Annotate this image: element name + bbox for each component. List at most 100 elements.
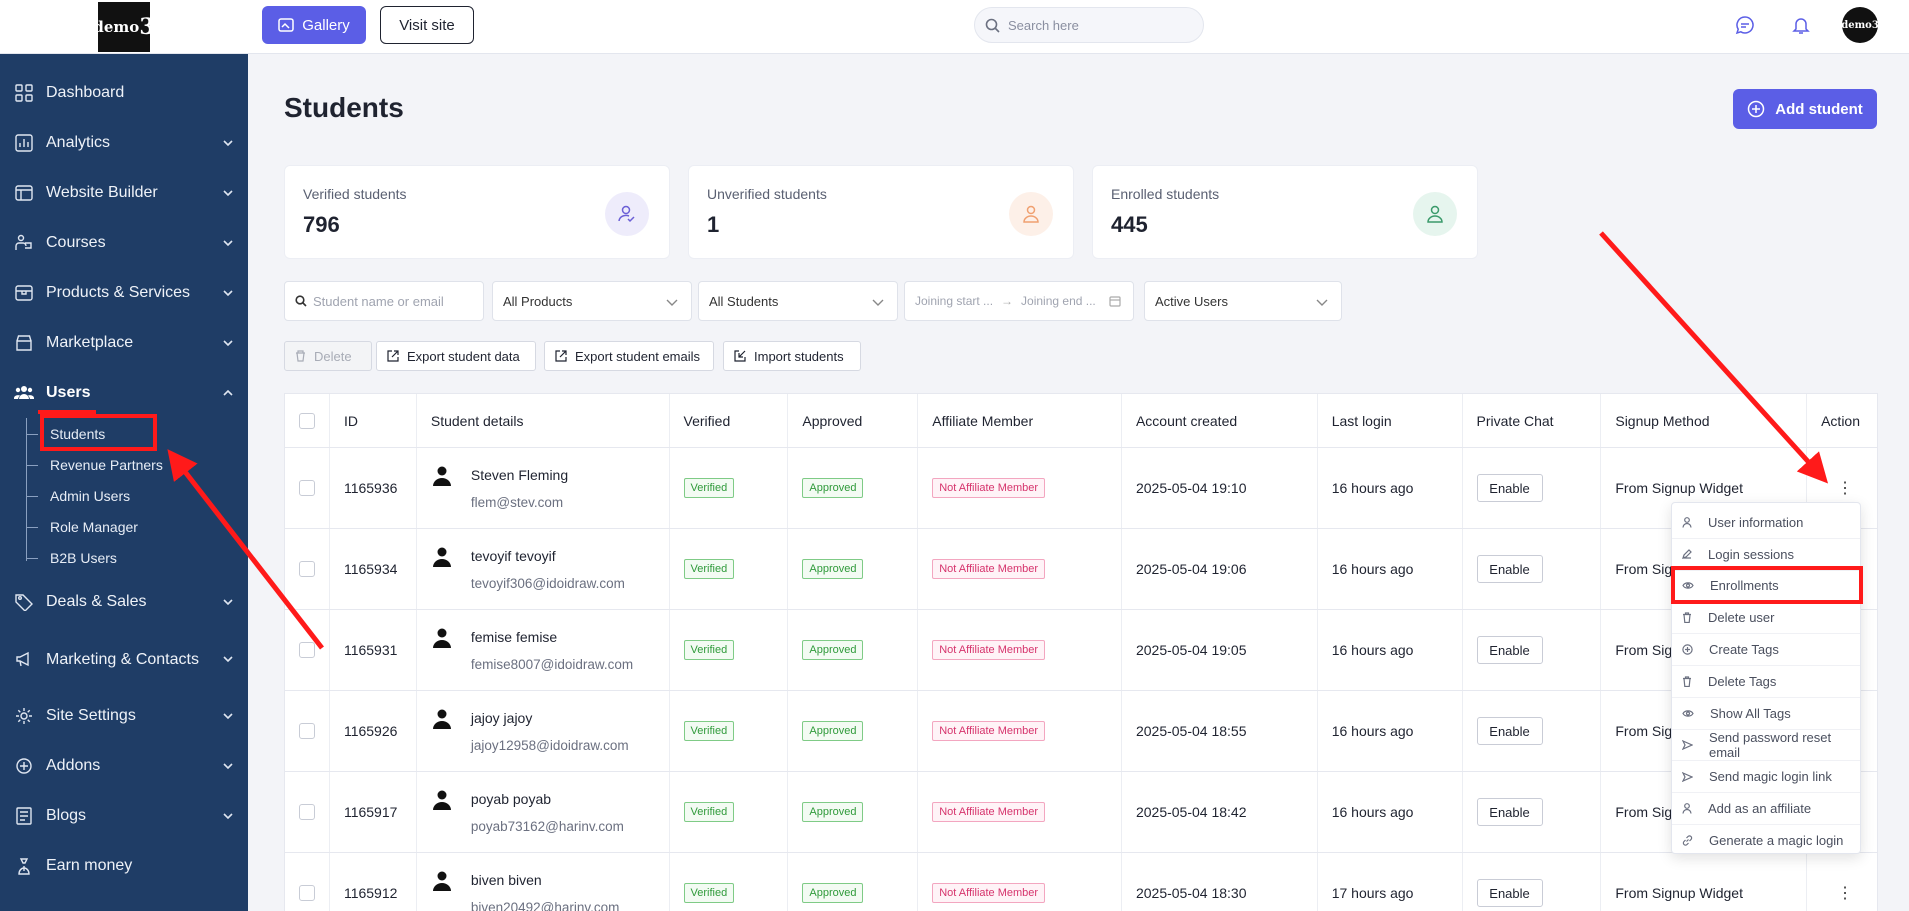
sidebar-subitem-revenue-partners[interactable]: Revenue Partners xyxy=(26,449,248,480)
menu-item-label: Generate a magic login xyxy=(1709,833,1844,849)
enable-chat-button[interactable]: Enable xyxy=(1476,717,1543,745)
enable-chat-button[interactable]: Enable xyxy=(1476,879,1543,907)
menu-item-generate-a-magic-login[interactable]: Generate a magic login xyxy=(1672,825,1860,857)
affiliate-badge: Not Affiliate Member xyxy=(932,478,1046,498)
sidebar-item-courses[interactable]: Courses xyxy=(0,218,248,268)
sidebar-item-marketing-contacts[interactable]: Marketing & Contacts xyxy=(0,627,248,691)
menu-item-send-password-reset-email[interactable]: Send password reset email xyxy=(1672,730,1860,762)
sidebar-item-analytics[interactable]: Analytics xyxy=(0,118,248,168)
menu-item-delete-tags[interactable]: Delete Tags xyxy=(1672,666,1860,698)
sidebar-item-site-settings[interactable]: Site Settings xyxy=(0,691,248,741)
student-name[interactable]: poyab poyab xyxy=(470,790,552,807)
enable-chat-button[interactable]: Enable xyxy=(1476,798,1543,826)
avatar[interactable]: demo 3 xyxy=(1841,7,1879,43)
menu-item-user-information[interactable]: User information xyxy=(1672,507,1860,539)
row-checkbox[interactable] xyxy=(299,480,315,496)
menu-item-add-as-an-affiliate[interactable]: Add as an affiliate xyxy=(1672,793,1860,825)
sidebar-item-deals-sales[interactable]: Deals & Sales xyxy=(0,577,248,627)
visit-site-button[interactable]: Visit site xyxy=(380,6,474,44)
sidebar-subitem-students[interactable]: Students xyxy=(26,418,248,449)
sidebar-item-marketplace[interactable]: Marketplace xyxy=(0,318,248,368)
table-row: 1165931 femise femise femise8007@idoidraw.… xyxy=(285,610,1877,691)
joining-end-input[interactable]: Joining end ... xyxy=(1021,294,1096,308)
enable-chat-button[interactable]: Enable xyxy=(1476,555,1543,583)
joining-start-input[interactable]: Joining start ... xyxy=(915,294,994,308)
students-select[interactable]: All Students xyxy=(698,281,898,321)
header-id[interactable]: ID xyxy=(330,394,417,447)
joining-date-range[interactable]: Joining start ... → Joining end ... xyxy=(904,281,1134,321)
select-all-checkbox[interactable] xyxy=(299,412,315,429)
kebab-menu-icon[interactable]: ⋮ xyxy=(1837,885,1854,902)
search-input[interactable]: Search here xyxy=(974,7,1204,43)
sidebar-item-label: Blogs xyxy=(46,807,87,824)
chat-icon[interactable] xyxy=(1732,12,1758,38)
verified-badge: Verified xyxy=(683,802,735,822)
student-search-input[interactable]: Student name or email xyxy=(284,281,484,321)
menu-item-create-tags[interactable]: Create Tags xyxy=(1672,634,1860,666)
menu-item-login-sessions[interactable]: Login sessions xyxy=(1672,539,1860,571)
header-last-login[interactable]: Last login xyxy=(1318,394,1463,447)
student-details: femise femise femise8007@idoidraw.com xyxy=(417,610,670,690)
header-signup-method[interactable]: Signup Method xyxy=(1601,394,1808,447)
sidebar-item-website-builder[interactable]: Website Builder xyxy=(0,168,248,218)
header-verified[interactable]: Verified xyxy=(670,394,789,447)
avatar-text: demo xyxy=(1841,19,1872,31)
row-checkbox[interactable] xyxy=(299,642,315,658)
row-select-cell xyxy=(285,448,330,528)
row-select-cell xyxy=(285,610,330,690)
sidebar-item-users[interactable]: Users xyxy=(0,368,248,418)
row-checkbox[interactable] xyxy=(299,723,315,739)
sidebar-subitem-admin-users[interactable]: Admin Users xyxy=(26,480,248,511)
student-name[interactable]: biven biven xyxy=(470,871,542,888)
add-student-label: Add student xyxy=(1775,100,1863,118)
row-checkbox[interactable] xyxy=(299,561,315,577)
import-students-button[interactable]: Import students xyxy=(723,341,861,371)
header-affiliate[interactable]: Affiliate Member xyxy=(918,394,1122,447)
enable-chat-button[interactable]: Enable xyxy=(1476,474,1543,502)
sidebar-item-addons[interactable]: Addons xyxy=(0,741,248,791)
student-name[interactable]: Steven Fleming xyxy=(470,466,569,483)
menu-item-delete-user[interactable]: Delete user xyxy=(1672,602,1860,635)
student-name[interactable]: tevoyif tevoyif xyxy=(470,547,556,564)
header-approved[interactable]: Approved xyxy=(788,394,919,447)
gallery-button[interactable]: Gallery xyxy=(262,6,366,44)
menu-item-send-magic-login-link[interactable]: Send magic login link xyxy=(1672,761,1860,794)
add-student-button[interactable]: Add student xyxy=(1733,89,1877,129)
row-checkbox[interactable] xyxy=(299,885,315,901)
chevron-down-icon xyxy=(223,140,233,147)
student-email: poyab73162@harinv.com xyxy=(470,818,624,834)
kebab-menu-icon[interactable]: ⋮ xyxy=(1837,480,1854,497)
sidebar-item-earn-money[interactable]: Earn money xyxy=(0,841,248,891)
sidebar-item-dashboard[interactable]: Dashboard xyxy=(0,68,248,118)
send-icon xyxy=(1682,771,1701,782)
row-checkbox[interactable] xyxy=(299,804,315,820)
action-cell: ⋮ xyxy=(1807,448,1877,528)
approved-badge: Approved xyxy=(802,478,864,498)
user-icon xyxy=(1682,516,1700,528)
menu-item-show-all-tags[interactable]: Show All Tags xyxy=(1672,698,1860,730)
account-created: 2025-05-04 18:42 xyxy=(1122,772,1318,852)
sidebar-item-label: Addons xyxy=(46,757,101,774)
export-student-data-button[interactable]: Export student data xyxy=(376,341,536,371)
products-select[interactable]: All Products xyxy=(492,281,692,321)
sidebar-subitem-b2b-users[interactable]: B2B Users xyxy=(26,542,248,573)
last-login: 16 hours ago xyxy=(1318,529,1463,609)
active-users-select[interactable]: Active Users xyxy=(1144,281,1342,321)
header-private-chat[interactable]: Private Chat xyxy=(1463,394,1602,447)
chevron-down-icon xyxy=(872,299,884,306)
sidebar-subitem-role-manager[interactable]: Role Manager xyxy=(26,511,248,542)
chevron-down-icon xyxy=(223,713,233,720)
header-student-details[interactable]: Student details xyxy=(417,394,670,447)
enable-chat-button[interactable]: Enable xyxy=(1476,636,1543,664)
delete-button[interactable]: Delete xyxy=(284,341,372,371)
verified-badge: Verified xyxy=(683,478,735,498)
student-name[interactable]: femise femise xyxy=(470,628,558,645)
student-name[interactable]: jajoy jajoy xyxy=(470,709,533,726)
bell-icon[interactable] xyxy=(1788,12,1814,38)
student-id: 1165926 xyxy=(330,691,417,771)
sidebar-item-blogs[interactable]: Blogs xyxy=(0,791,248,841)
sidebar-item-products-services[interactable]: Products & Services xyxy=(0,268,248,318)
export-student-emails-button[interactable]: Export student emails xyxy=(544,341,714,371)
logo[interactable]: demo 3 xyxy=(93,1,155,52)
header-account-created[interactable]: Account created xyxy=(1122,394,1318,447)
